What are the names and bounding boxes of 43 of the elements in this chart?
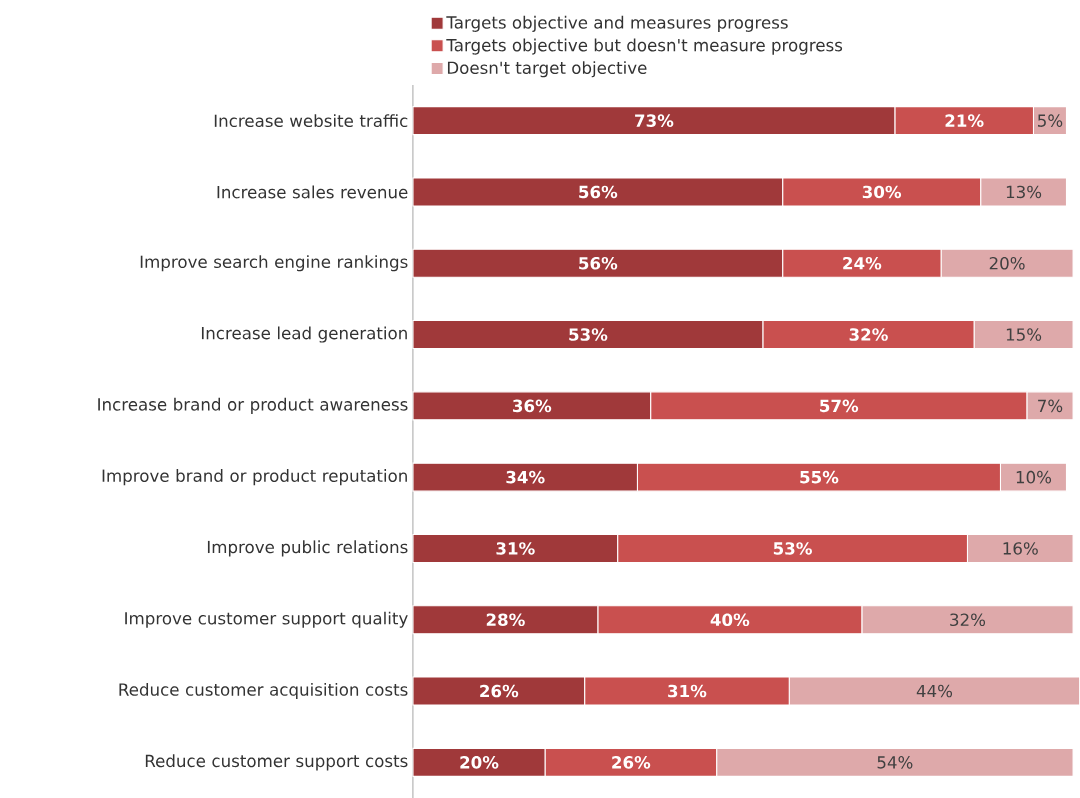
data-label: 36% [512,399,552,413]
data-label: 13% [1006,185,1042,199]
data-label: 10% [1016,470,1052,484]
y-tick-label: Reduce customer acquisition costs [119,682,408,700]
data-label: 53% [773,542,812,555]
data-label: 20% [460,756,499,769]
data-label: 16% [1003,542,1038,555]
data-label: 56% [579,256,618,270]
y-tick-label: Improve public relations [207,540,408,557]
y-tick-label: Increase lead generation [201,326,407,343]
data-label: 7% [1038,399,1063,413]
legend-label: Targets objective but doesn't measure progress [446,38,843,55]
y-tick-label: Increase sales revenue [217,185,408,199]
data-label: 55% [800,470,839,484]
data-label: 20% [989,256,1025,270]
data-label: 56% [579,185,618,199]
y-tick-label: Increase brand or product awareness [98,397,408,414]
data-label: 57% [820,399,859,413]
data-label: 44% [916,684,953,698]
data-label: 54% [877,756,913,769]
data-label: 34% [506,470,545,484]
data-label: 32% [950,613,986,627]
data-label: 53% [569,328,608,341]
data-label: 21% [945,114,984,127]
y-tick-label: Improve search engine rankings [140,255,408,272]
legend-label: Doesn't target objective [447,61,647,78]
data-label: 24% [843,256,882,270]
y-tick-label: Improve brand or product reputation [102,469,407,486]
data-label: 31% [668,684,707,698]
data-label: 73% [635,114,674,127]
y-tick-label: Improve customer support quality [125,611,408,628]
data-label: 40% [710,613,750,627]
y-tick-label: Reduce customer support costs [145,754,408,771]
data-label: 31% [496,542,535,555]
data-label: 26% [480,684,519,698]
data-label: 5% [1038,114,1063,127]
data-label: 32% [849,328,888,341]
y-tick-label: Increase website traffic [214,114,408,128]
data-label: 26% [612,756,651,769]
data-label: 30% [862,185,902,199]
legend-label: Targets objective and measures progress [446,15,788,32]
data-label: 15% [1006,328,1042,341]
data-label: 28% [486,613,525,627]
